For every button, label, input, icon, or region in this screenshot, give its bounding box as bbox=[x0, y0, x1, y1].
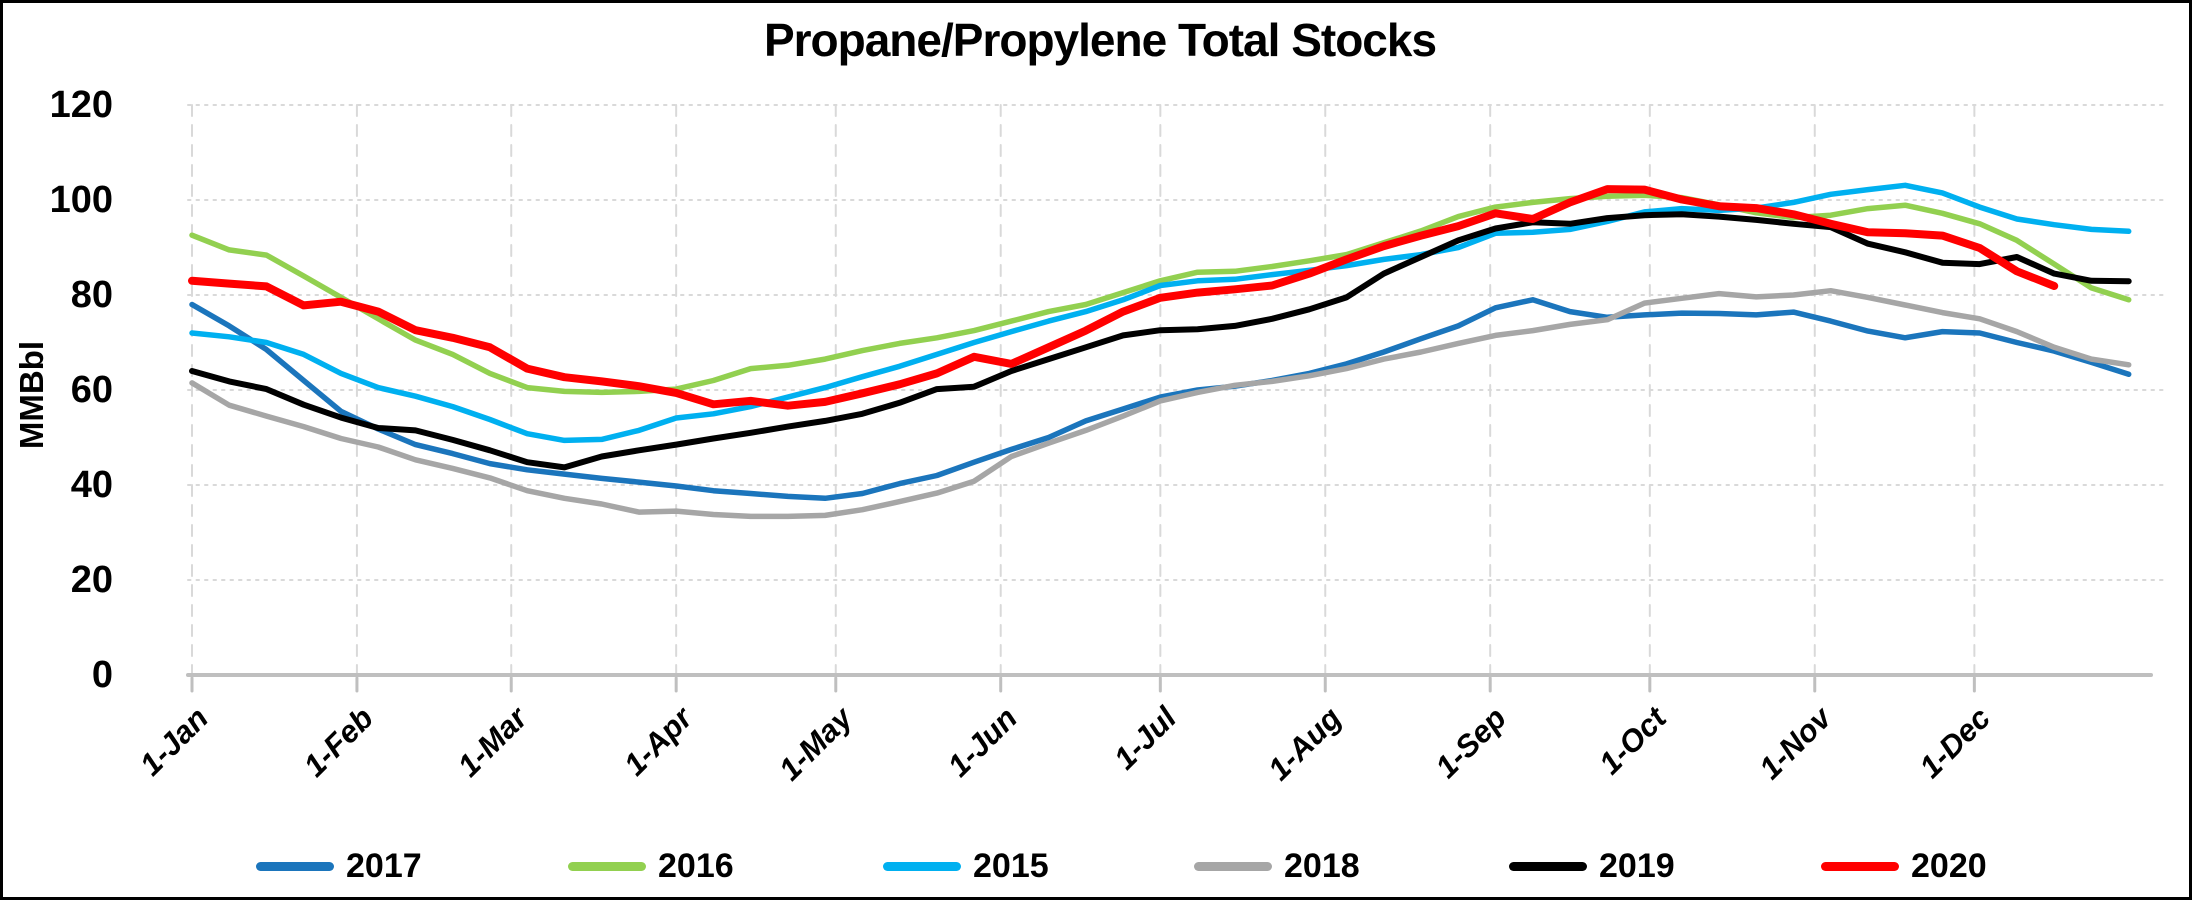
legend-swatch-2019 bbox=[1509, 862, 1587, 871]
y-tick-label-40: 40 bbox=[70, 464, 113, 506]
y-tick-label-20: 20 bbox=[70, 559, 113, 601]
y-tick-label-120: 120 bbox=[49, 84, 113, 126]
legend-label-2015: 2015 bbox=[973, 847, 1049, 885]
y-tick-label-60: 60 bbox=[70, 369, 113, 411]
legend-label-2018: 2018 bbox=[1284, 847, 1360, 885]
series-line-2019 bbox=[189, 211, 2132, 471]
legend-label-2019: 2019 bbox=[1599, 847, 1675, 885]
legend-label-2017: 2017 bbox=[346, 847, 422, 885]
legend-label-2020: 2020 bbox=[1911, 847, 1987, 885]
legend-swatch-2020 bbox=[1821, 862, 1899, 871]
series-line-2017 bbox=[189, 297, 2132, 502]
legend-swatch-2015 bbox=[883, 862, 961, 871]
y-tick-label-100: 100 bbox=[49, 179, 113, 221]
y-tick-label-0: 0 bbox=[91, 654, 113, 696]
legend-swatch-2017 bbox=[256, 862, 334, 871]
y-tick-label-80: 80 bbox=[70, 274, 113, 316]
plot-area bbox=[186, 104, 2164, 693]
series-line-2015 bbox=[189, 182, 2132, 444]
legend-label-2016: 2016 bbox=[658, 847, 734, 885]
series-line-2018 bbox=[189, 287, 2132, 520]
legend-swatch-2018 bbox=[1194, 862, 1272, 871]
chart-title: Propane/Propylene Total Stocks bbox=[763, 14, 1437, 66]
legend-swatch-2016 bbox=[568, 862, 646, 871]
series-line-2020 bbox=[188, 185, 2059, 410]
